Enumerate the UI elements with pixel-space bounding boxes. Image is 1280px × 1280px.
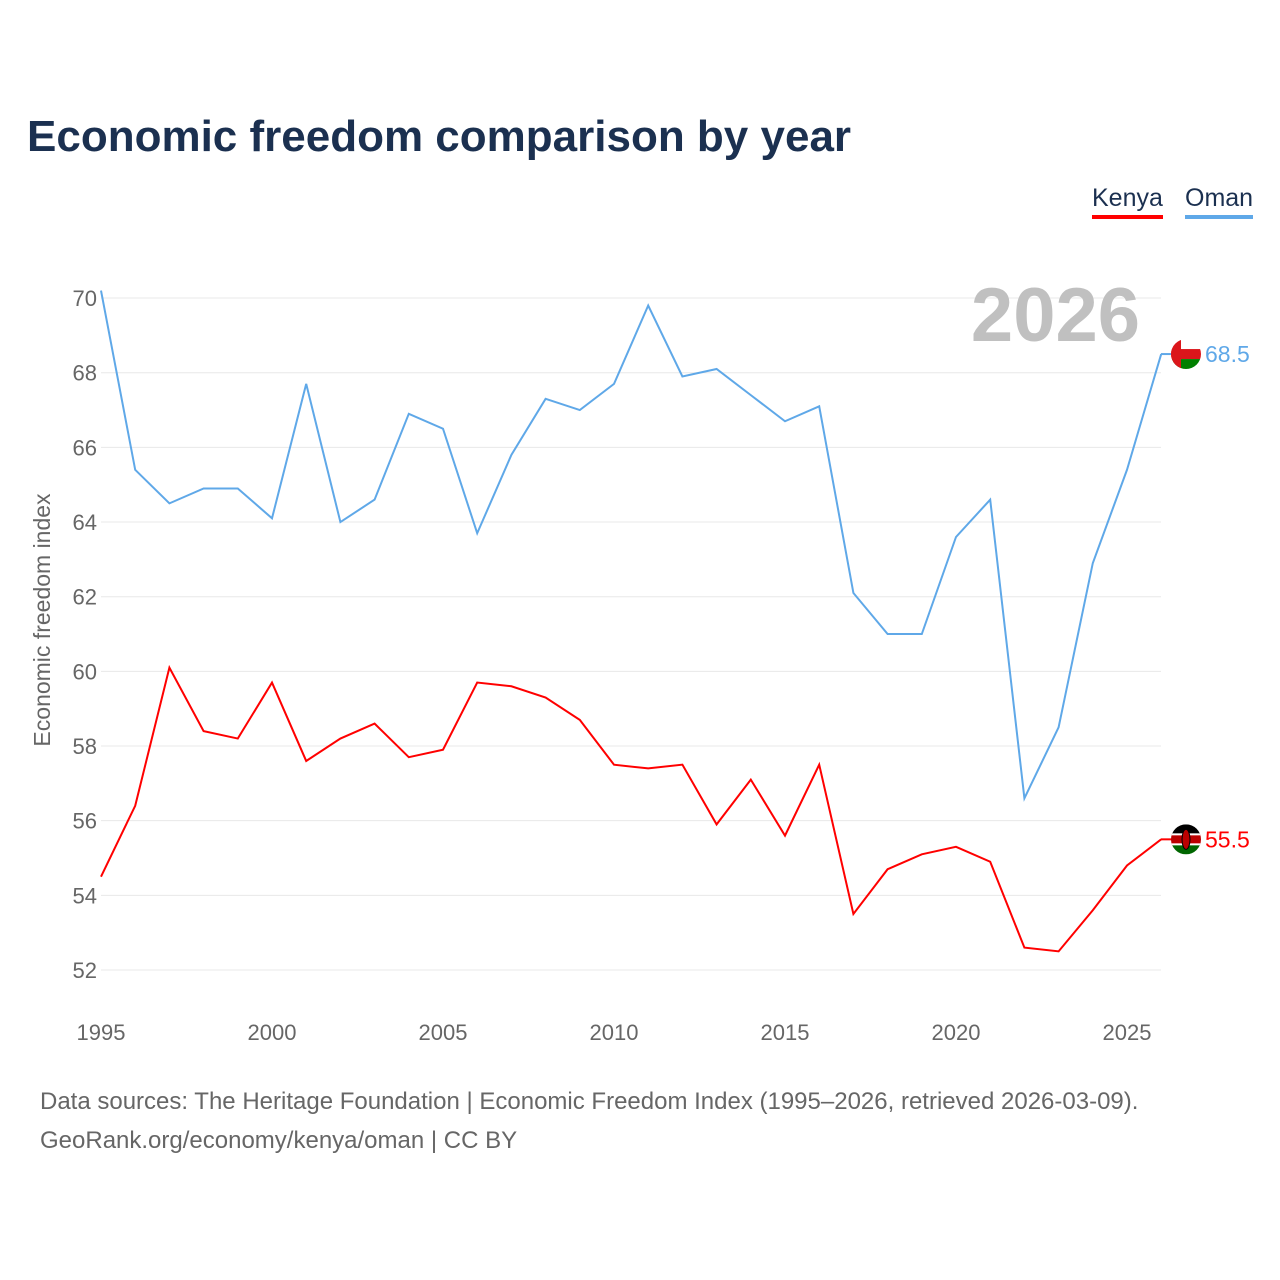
end-value-label-kenya: 55.5 [1205, 826, 1250, 852]
flag-oman-icon [1171, 339, 1201, 370]
y-tick-label: 52 [73, 958, 97, 983]
series-line-oman [100, 290, 1163, 802]
flag-kenya-icon [1171, 824, 1201, 855]
footer-link[interactable]: GeoRank.org/economy/kenya/oman | CC BY [40, 1127, 518, 1154]
y-tick-label: 66 [73, 435, 97, 460]
y-tick-label: 58 [73, 734, 97, 759]
legend-kenya[interactable]: Kenya [1092, 184, 1163, 219]
y-tick-label: 62 [73, 585, 97, 610]
y-axis-label: Economic freedom index [29, 493, 55, 747]
footer-sources: Data sources: The Heritage Foundation | … [40, 1088, 1139, 1115]
chart-title: Economic freedom comparison by year [27, 112, 852, 161]
series-line-kenya [100, 664, 1162, 953]
end-value-label-oman: 68.5 [1205, 341, 1250, 367]
x-tick-label: 2010 [590, 1020, 639, 1045]
year-watermark: 2026 [971, 273, 1140, 358]
x-tick-label: 1995 [77, 1020, 126, 1045]
x-tick-label: 2025 [1103, 1020, 1152, 1045]
x-tick-label: 2020 [932, 1020, 981, 1045]
x-tick-label: 2015 [761, 1020, 810, 1045]
x-tick-label: 2005 [419, 1020, 468, 1045]
y-tick-label: 68 [73, 361, 97, 386]
y-tick-label: 56 [73, 809, 97, 834]
x-tick-label: 2000 [248, 1020, 297, 1045]
y-tick-label: 70 [73, 286, 97, 311]
y-tick-label: 54 [73, 883, 97, 908]
y-tick-label: 60 [73, 659, 97, 684]
y-tick-label: 64 [73, 510, 97, 535]
legend-oman[interactable]: Oman [1185, 184, 1254, 219]
